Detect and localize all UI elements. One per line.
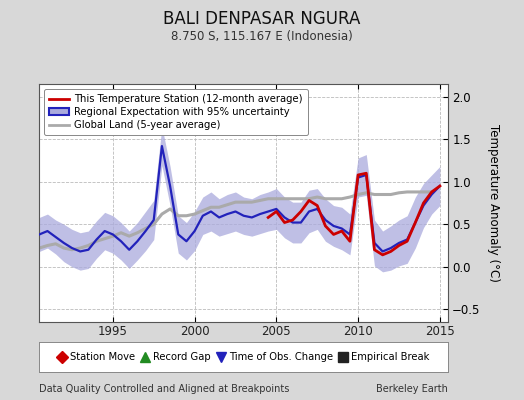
Text: 2005: 2005 — [261, 325, 291, 338]
Text: 2000: 2000 — [180, 325, 210, 338]
Y-axis label: Temperature Anomaly (°C): Temperature Anomaly (°C) — [487, 124, 500, 282]
Legend: This Temperature Station (12-month average), Regional Expectation with 95% uncer: This Temperature Station (12-month avera… — [45, 89, 308, 135]
Text: 2010: 2010 — [343, 325, 373, 338]
Legend: Station Move, Record Gap, Time of Obs. Change, Empirical Break: Station Move, Record Gap, Time of Obs. C… — [55, 349, 432, 365]
Text: Data Quality Controlled and Aligned at Breakpoints: Data Quality Controlled and Aligned at B… — [39, 384, 290, 394]
Text: 2015: 2015 — [425, 325, 455, 338]
Text: Berkeley Earth: Berkeley Earth — [376, 384, 448, 394]
Text: BALI DENPASAR NGURA: BALI DENPASAR NGURA — [163, 10, 361, 28]
Text: 8.750 S, 115.167 E (Indonesia): 8.750 S, 115.167 E (Indonesia) — [171, 30, 353, 43]
Text: 1995: 1995 — [98, 325, 128, 338]
